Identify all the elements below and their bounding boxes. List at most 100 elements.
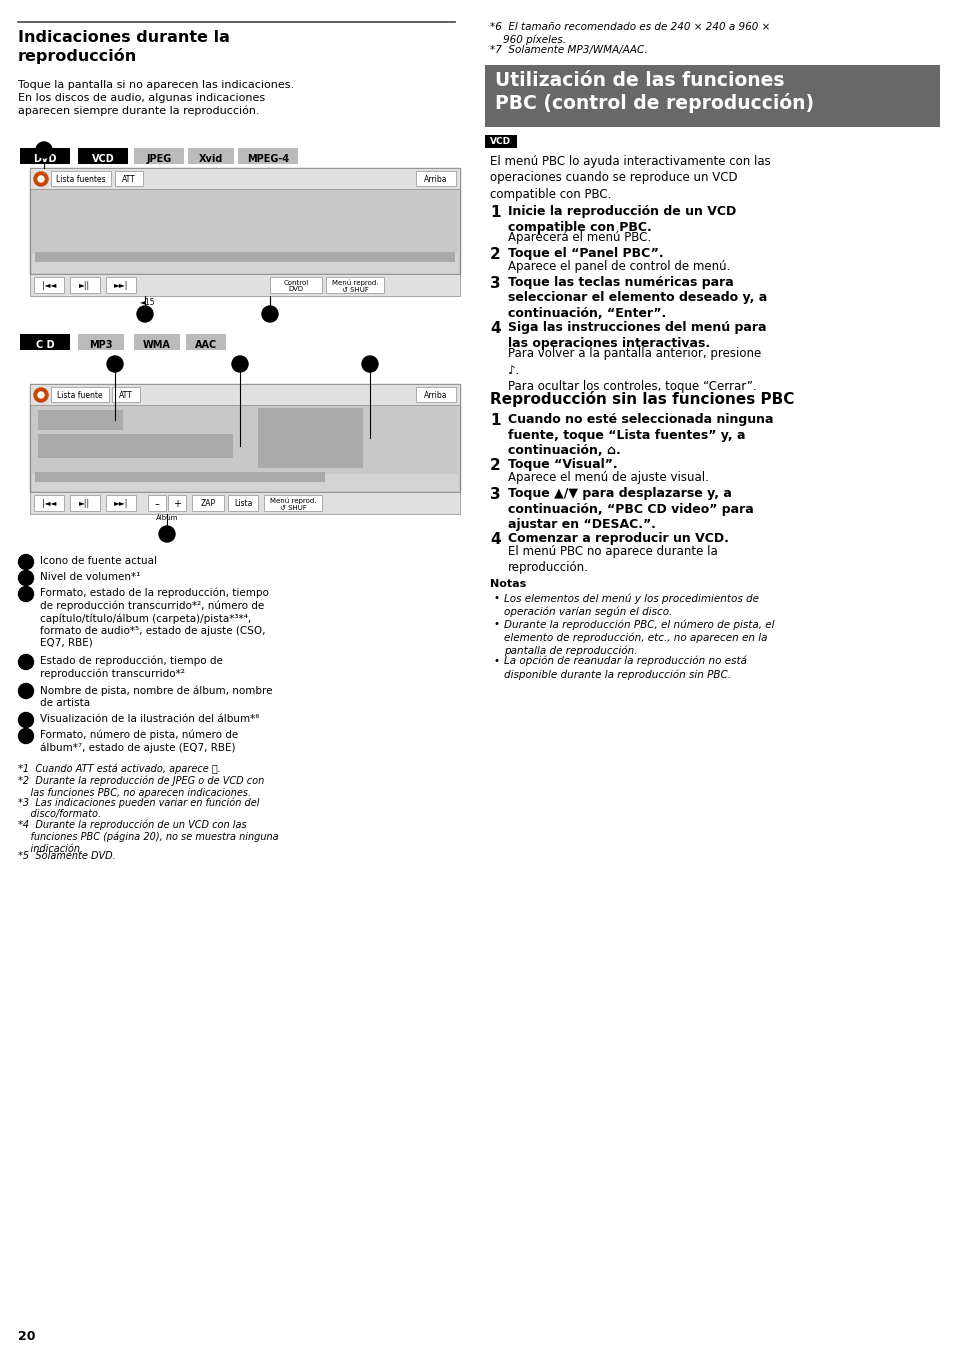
Text: Comenzar a reproducir un VCD.: Comenzar a reproducir un VCD. — [507, 531, 728, 545]
FancyBboxPatch shape — [30, 384, 459, 406]
Text: *2  Durante la reproducción de JPEG o de VCD con
    las funciones PBC, no apare: *2 Durante la reproducción de JPEG o de … — [18, 775, 264, 798]
FancyBboxPatch shape — [133, 334, 180, 350]
FancyBboxPatch shape — [106, 495, 136, 511]
Text: Icono de fuente actual: Icono de fuente actual — [40, 556, 157, 566]
Text: ATT: ATT — [119, 392, 132, 400]
Text: AAC: AAC — [194, 339, 217, 350]
Text: *5  Solamente DVD.: *5 Solamente DVD. — [18, 850, 115, 861]
Text: Para volver a la pantalla anterior, presione
♪.
Para ocultar los controles, toqu: Para volver a la pantalla anterior, pres… — [507, 347, 760, 393]
FancyBboxPatch shape — [228, 495, 257, 511]
Text: Inicie la reproducción de un VCD
compatible con PBC.: Inicie la reproducción de un VCD compati… — [507, 206, 736, 234]
Text: G: G — [22, 731, 30, 741]
FancyBboxPatch shape — [264, 495, 322, 511]
Text: ZAP: ZAP — [200, 499, 215, 508]
Text: •: • — [494, 619, 499, 629]
FancyBboxPatch shape — [112, 387, 140, 402]
FancyBboxPatch shape — [70, 495, 100, 511]
Text: ►||: ►|| — [79, 281, 91, 291]
Text: 4: 4 — [490, 320, 500, 337]
Text: •: • — [494, 656, 499, 667]
Circle shape — [36, 142, 52, 158]
Text: La opción de reanudar la reproducción no está
disponible durante la reproducción: La opción de reanudar la reproducción no… — [503, 656, 746, 680]
FancyBboxPatch shape — [188, 147, 233, 164]
FancyBboxPatch shape — [35, 472, 325, 483]
FancyBboxPatch shape — [35, 251, 455, 262]
Text: Menú reprod.
↺ SHUF: Menú reprod. ↺ SHUF — [332, 280, 377, 292]
Text: Álbum: Álbum — [155, 514, 178, 521]
FancyBboxPatch shape — [38, 410, 123, 430]
FancyBboxPatch shape — [38, 434, 233, 458]
FancyBboxPatch shape — [192, 495, 224, 511]
Text: E: E — [23, 687, 29, 695]
Circle shape — [18, 554, 33, 569]
FancyBboxPatch shape — [30, 274, 459, 296]
Text: 1: 1 — [490, 206, 500, 220]
Circle shape — [34, 388, 48, 402]
Circle shape — [18, 587, 33, 602]
Text: Formato, número de pista, número de
álbum*⁷, estado de ajuste (EQ7, RBE): Formato, número de pista, número de álbu… — [40, 730, 238, 753]
Text: Utilización de las funciones
PBC (control de reproducción): Utilización de las funciones PBC (contro… — [495, 72, 813, 114]
Circle shape — [18, 654, 33, 669]
Text: Aparecerá el menú PBC.: Aparecerá el menú PBC. — [507, 231, 651, 243]
FancyBboxPatch shape — [133, 147, 184, 164]
FancyBboxPatch shape — [237, 147, 297, 164]
FancyBboxPatch shape — [30, 168, 459, 189]
Text: 2: 2 — [490, 247, 500, 262]
Text: El menú PBC no aparece durante la
reproducción.: El menú PBC no aparece durante la reprod… — [507, 545, 717, 575]
Text: Control
DVD: Control DVD — [283, 280, 309, 292]
Text: Durante la reproducción PBC, el número de pista, el
elemento de reproducción, et: Durante la reproducción PBC, el número d… — [503, 619, 774, 656]
Text: D: D — [111, 360, 119, 369]
Text: Xvid: Xvid — [198, 154, 223, 164]
FancyBboxPatch shape — [51, 387, 109, 402]
FancyBboxPatch shape — [484, 135, 517, 147]
FancyBboxPatch shape — [51, 170, 111, 187]
Text: Siga las instrucciones del menú para
las operaciones interactivas.: Siga las instrucciones del menú para las… — [507, 320, 765, 350]
FancyBboxPatch shape — [257, 408, 363, 468]
Text: Toque “Visual”.: Toque “Visual”. — [507, 458, 617, 470]
Text: *1  Cuando ATT está activado, aparece ⨉.: *1 Cuando ATT está activado, aparece ⨉. — [18, 763, 221, 773]
Circle shape — [18, 713, 33, 727]
Text: |◄◄: |◄◄ — [42, 281, 56, 291]
Text: G: G — [163, 529, 171, 539]
FancyBboxPatch shape — [115, 170, 143, 187]
Text: DVD: DVD — [33, 154, 56, 164]
Text: *6  El tamaño recomendado es de 240 × 240 a 960 ×
    960 píxeles.: *6 El tamaño recomendado es de 240 × 240… — [490, 22, 770, 45]
Text: Nivel de volumen*¹: Nivel de volumen*¹ — [40, 572, 140, 581]
FancyBboxPatch shape — [168, 495, 186, 511]
FancyBboxPatch shape — [70, 277, 100, 293]
Text: MPEG-4: MPEG-4 — [247, 154, 289, 164]
Text: Toque ▲/▼ para desplazarse y, a
continuación, “PBC CD video” para
ajustar en “DE: Toque ▲/▼ para desplazarse y, a continua… — [507, 487, 753, 531]
Text: Los elementos del menú y los procedimientos de
operación varían según el disco.: Los elementos del menú y los procedimien… — [503, 594, 759, 617]
Circle shape — [232, 356, 248, 372]
Circle shape — [361, 356, 377, 372]
Text: E: E — [236, 360, 243, 369]
Text: ►||: ►|| — [79, 499, 91, 508]
Circle shape — [159, 526, 174, 542]
Text: –: – — [154, 499, 159, 508]
Circle shape — [137, 306, 152, 322]
FancyBboxPatch shape — [416, 387, 456, 402]
Text: Arriba: Arriba — [424, 176, 447, 184]
Text: WMA: WMA — [143, 339, 171, 350]
Text: 2: 2 — [490, 458, 500, 473]
Circle shape — [262, 306, 277, 322]
FancyBboxPatch shape — [78, 147, 128, 164]
FancyBboxPatch shape — [186, 334, 226, 350]
FancyBboxPatch shape — [34, 495, 64, 511]
Text: Toque el “Panel PBC”.: Toque el “Panel PBC”. — [507, 247, 663, 260]
Text: *3  Las indicaciones pueden variar en función del
    disco/formato.: *3 Las indicaciones pueden variar en fun… — [18, 796, 259, 819]
Text: C: C — [266, 310, 274, 319]
Text: B: B — [23, 573, 30, 583]
Text: A: A — [40, 145, 48, 155]
Circle shape — [38, 392, 44, 397]
Text: C: C — [23, 589, 30, 599]
Text: C D: C D — [35, 339, 54, 350]
FancyBboxPatch shape — [78, 334, 124, 350]
Text: Aparece el panel de control de menú.: Aparece el panel de control de menú. — [507, 260, 730, 273]
Text: Arriba: Arriba — [424, 392, 447, 400]
FancyBboxPatch shape — [30, 492, 459, 514]
Text: Indicaciones durante la
reproducción: Indicaciones durante la reproducción — [18, 30, 230, 64]
Text: MP3: MP3 — [90, 339, 112, 350]
Circle shape — [107, 356, 123, 372]
Text: Lista: Lista — [233, 499, 252, 508]
